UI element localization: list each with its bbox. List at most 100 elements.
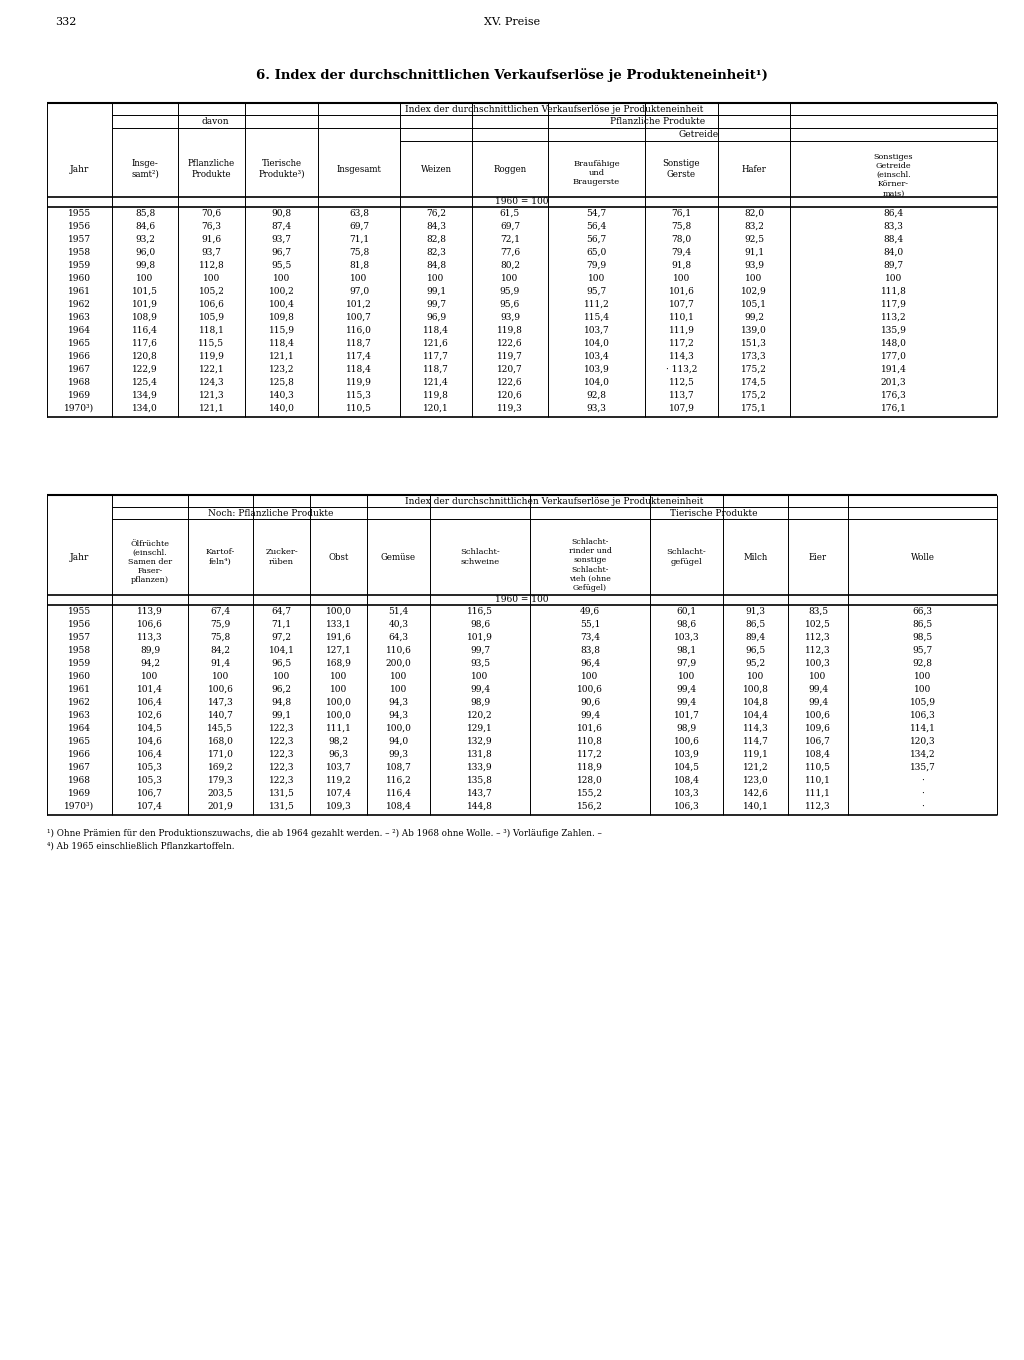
Text: 69,7: 69,7 (500, 222, 520, 231)
Text: 72,1: 72,1 (500, 235, 520, 243)
Text: 94,3: 94,3 (388, 711, 409, 719)
Text: 64,7: 64,7 (271, 607, 292, 616)
Text: 101,2: 101,2 (346, 301, 372, 309)
Text: 97,2: 97,2 (271, 632, 292, 642)
Text: 115,5: 115,5 (199, 339, 224, 348)
Text: 120,7: 120,7 (497, 364, 523, 374)
Text: Insgesamt: Insgesamt (337, 165, 381, 174)
Text: 100,0: 100,0 (386, 724, 412, 733)
Text: 123,2: 123,2 (268, 364, 294, 374)
Text: Sonstiges
Getreide
(einschl.
Körner-
mais): Sonstiges Getreide (einschl. Körner- mai… (873, 152, 913, 197)
Text: 108,4: 108,4 (674, 777, 699, 785)
Text: 84,2: 84,2 (211, 646, 230, 656)
Text: 139,0: 139,0 (741, 326, 767, 335)
Text: 104,1: 104,1 (268, 646, 295, 656)
Text: 134,9: 134,9 (132, 392, 158, 400)
Text: 147,3: 147,3 (208, 698, 233, 707)
Text: 103,9: 103,9 (674, 749, 699, 759)
Text: 101,5: 101,5 (132, 287, 158, 296)
Text: 100: 100 (582, 672, 599, 681)
Text: 100: 100 (745, 273, 763, 283)
Text: 66,3: 66,3 (912, 607, 933, 616)
Text: 75,8: 75,8 (210, 632, 230, 642)
Text: 110,6: 110,6 (386, 646, 412, 656)
Text: 100,0: 100,0 (326, 607, 351, 616)
Text: 76,3: 76,3 (202, 222, 221, 231)
Text: Getreide: Getreide (679, 131, 719, 139)
Text: 200,0: 200,0 (386, 660, 412, 668)
Text: 70,6: 70,6 (202, 209, 221, 218)
Text: 87,4: 87,4 (271, 222, 292, 231)
Text: Kartof-
feln⁴): Kartof- feln⁴) (206, 548, 236, 566)
Text: 131,5: 131,5 (268, 802, 295, 811)
Text: ·: · (921, 789, 924, 798)
Text: 104,5: 104,5 (137, 724, 163, 733)
Text: 83,8: 83,8 (580, 646, 600, 656)
Text: 1970³): 1970³) (65, 802, 94, 811)
Text: 91,1: 91,1 (744, 248, 764, 257)
Text: 113,2: 113,2 (881, 313, 906, 322)
Text: 128,0: 128,0 (578, 777, 603, 785)
Text: 125,4: 125,4 (132, 378, 158, 388)
Text: 107,7: 107,7 (669, 301, 694, 309)
Text: 98,5: 98,5 (912, 632, 933, 642)
Text: Pflanzliche
Produkte: Pflanzliche Produkte (187, 159, 236, 178)
Text: 101,9: 101,9 (467, 632, 493, 642)
Text: 1960: 1960 (68, 672, 91, 681)
Text: 135,7: 135,7 (909, 763, 936, 772)
Text: 114,7: 114,7 (742, 737, 768, 747)
Text: 1963: 1963 (68, 711, 91, 719)
Text: 91,3: 91,3 (745, 607, 766, 616)
Text: 144,8: 144,8 (467, 802, 493, 811)
Text: 120,8: 120,8 (132, 352, 158, 360)
Text: 94,0: 94,0 (388, 737, 409, 747)
Text: 105,1: 105,1 (741, 301, 767, 309)
Text: Schlacht-
gefügel: Schlacht- gefügel (667, 548, 707, 566)
Text: 1958: 1958 (68, 248, 91, 257)
Text: 117,2: 117,2 (669, 339, 694, 348)
Text: 201,9: 201,9 (208, 802, 233, 811)
Text: 102,6: 102,6 (137, 711, 163, 719)
Text: 96,3: 96,3 (329, 749, 348, 759)
Text: 120,6: 120,6 (497, 392, 523, 400)
Text: 97,0: 97,0 (349, 287, 369, 296)
Text: 82,3: 82,3 (426, 248, 445, 257)
Text: 118,1: 118,1 (199, 326, 224, 335)
Text: 86,5: 86,5 (745, 620, 766, 628)
Text: 93,5: 93,5 (470, 660, 490, 668)
Text: 75,8: 75,8 (349, 248, 369, 257)
Text: 93,7: 93,7 (271, 235, 292, 243)
Text: Roggen: Roggen (494, 165, 526, 174)
Text: 71,1: 71,1 (271, 620, 292, 628)
Text: 106,3: 106,3 (909, 711, 935, 719)
Text: 116,4: 116,4 (386, 789, 412, 798)
Text: 83,2: 83,2 (744, 222, 764, 231)
Text: 100,7: 100,7 (346, 313, 372, 322)
Text: 122,3: 122,3 (268, 749, 294, 759)
Text: Ölfrüchte
(einschl.
Samen der
Faser-
pflanzen): Ölfrüchte (einschl. Samen der Faser- pfl… (128, 540, 172, 585)
Text: 83,5: 83,5 (808, 607, 828, 616)
Text: 97,9: 97,9 (677, 660, 696, 668)
Text: 175,1: 175,1 (741, 404, 767, 413)
Text: 51,4: 51,4 (388, 607, 409, 616)
Text: 73,4: 73,4 (580, 632, 600, 642)
Text: 111,8: 111,8 (881, 287, 906, 296)
Text: 109,3: 109,3 (326, 802, 351, 811)
Text: 119,8: 119,8 (497, 326, 523, 335)
Text: 121,2: 121,2 (742, 763, 768, 772)
Text: Obst: Obst (329, 552, 349, 562)
Text: 131,5: 131,5 (268, 789, 295, 798)
Text: 1964: 1964 (68, 326, 91, 335)
Text: 120,2: 120,2 (467, 711, 493, 719)
Text: 1955: 1955 (68, 607, 91, 616)
Text: 99,4: 99,4 (677, 698, 696, 707)
Text: 71,1: 71,1 (349, 235, 369, 243)
Text: 60,1: 60,1 (677, 607, 696, 616)
Text: Index der durchschnittlichen Verkaufserlöse je Produkteneinheit: Index der durchschnittlichen Verkaufserl… (406, 496, 703, 506)
Text: 96,0: 96,0 (135, 248, 155, 257)
Text: 99,4: 99,4 (580, 711, 600, 719)
Text: 113,7: 113,7 (669, 392, 694, 400)
Text: 119,9: 119,9 (199, 352, 224, 360)
Text: 100,6: 100,6 (208, 685, 233, 694)
Text: 95,7: 95,7 (587, 287, 606, 296)
